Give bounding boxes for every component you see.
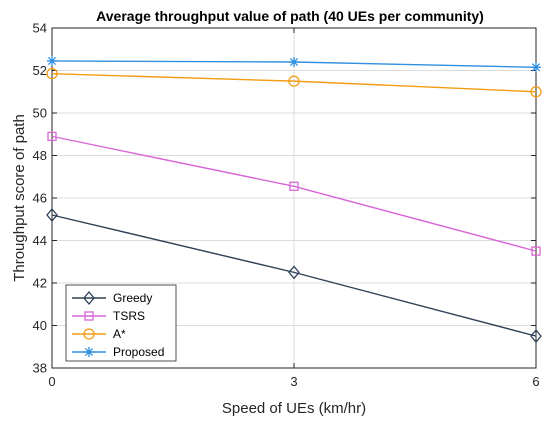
data-point-greedy: [530, 329, 542, 344]
series-line-greedy: [51, 214, 537, 337]
data-point-a: [46, 68, 58, 80]
legend-label-greedy: Greedy: [113, 291, 152, 305]
data-point-proposed: [47, 55, 57, 66]
series-greedy: [46, 207, 542, 344]
y-tick-label: 52: [33, 63, 47, 78]
x-axis-ticks: 0 3 6: [48, 28, 540, 389]
legend-label-a: A*: [113, 327, 126, 341]
legend-label-proposed: Proposed: [113, 345, 164, 359]
legend-marker-proposed: [84, 347, 94, 357]
legend-marker-a: [83, 328, 95, 340]
data-point-greedy: [46, 207, 58, 223]
y-tick-label: 44: [33, 233, 47, 248]
y-axis-ticks: 38 40 42 44 46 48 50 52 54: [33, 21, 536, 376]
y-axis-label: Throughput score of path: [11, 114, 28, 282]
series-tsrs: [47, 131, 541, 256]
data-point-greedy: [288, 265, 300, 280]
data-point-proposed: [289, 57, 299, 67]
x-tick-label: 6: [532, 374, 539, 389]
legend: Greedy TSRS A* Proposed: [65, 284, 177, 362]
x-tick-label: 3: [290, 374, 297, 389]
legend-label-tsrs: TSRS: [113, 309, 145, 323]
y-tick-label: 48: [33, 148, 47, 163]
data-point-a: [530, 86, 542, 98]
series-line-tsrs: [51, 135, 537, 252]
y-tick-label: 42: [33, 276, 47, 291]
data-point-a: [288, 75, 300, 87]
legend-marker-tsrs: [84, 311, 94, 321]
grid: [52, 28, 536, 368]
y-tick-label: 54: [33, 21, 47, 36]
series-group: [46, 55, 542, 344]
y-tick-label: 46: [33, 191, 47, 206]
y-tick-label: 40: [33, 318, 47, 333]
y-tick-label: 38: [33, 361, 47, 376]
chart-title: Average throughput value of path (40 UEs…: [96, 8, 484, 24]
legend-marker-greedy: [83, 290, 95, 306]
data-point-tsrs: [289, 181, 299, 191]
series-a: [46, 68, 542, 98]
data-point-proposed: [531, 62, 541, 73]
x-axis-label: Speed of UEs (km/hr): [222, 400, 366, 417]
data-point-tsrs: [47, 131, 57, 142]
data-point-tsrs: [531, 246, 541, 256]
y-tick-label: 50: [33, 106, 47, 121]
series-proposed: [47, 55, 541, 73]
series-line-a: [51, 72, 537, 93]
x-tick-label: 0: [48, 374, 55, 389]
